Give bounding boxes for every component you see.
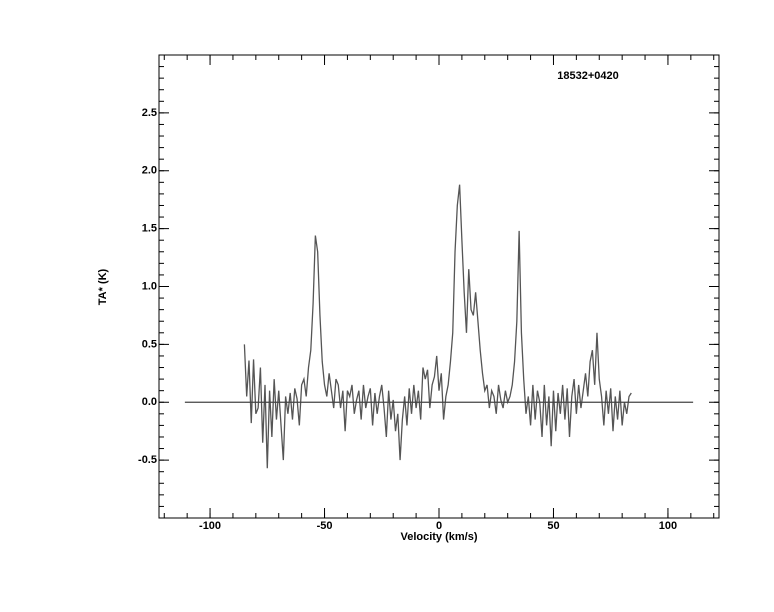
y-tick-label: 1.0 [142,280,157,292]
spectrum-line [243,184,632,469]
y-tick-label: 0.5 [142,338,157,350]
plot-frame [158,54,720,519]
y-tick-label: -0.5 [138,454,157,466]
x-axis-label: Velocity (km/s) [400,531,477,543]
x-tick-label: -50 [317,520,333,532]
y-tick-label: 1.5 [142,223,157,235]
x-tick-label: 0 [436,520,442,532]
x-tick-label: 50 [547,520,559,532]
y-axis-label: TA* (K) [97,268,109,305]
y-tick-label: 0.0 [142,396,157,408]
x-tick-label: 100 [659,520,677,532]
annotation: 18532+0420 [557,70,618,82]
y-tick-label: 2.0 [142,165,157,177]
y-tick-label: 2.5 [142,107,157,119]
x-tick-label: -100 [199,520,221,532]
